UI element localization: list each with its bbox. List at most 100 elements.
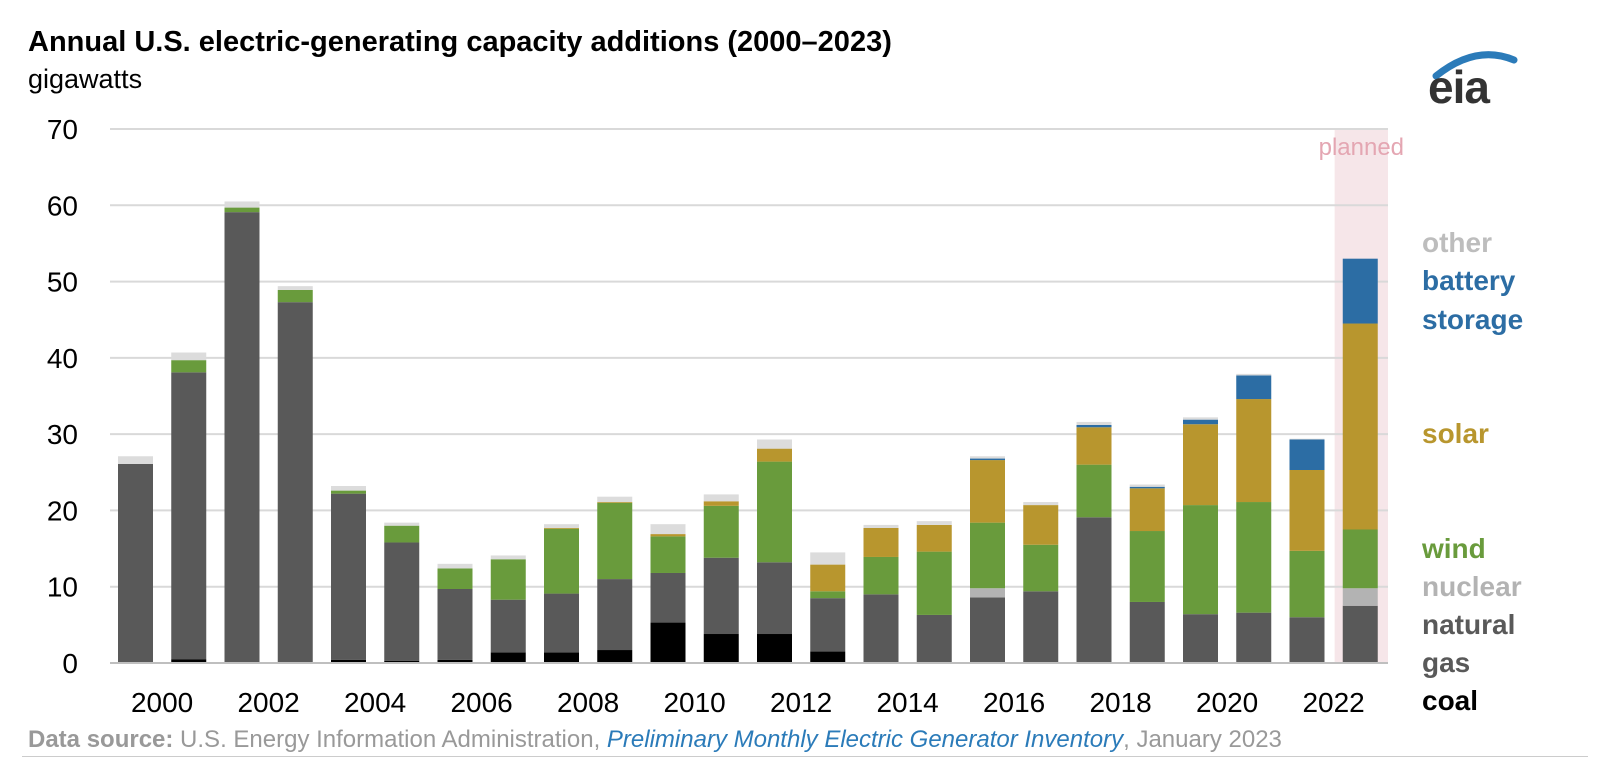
bar-segment-coal-2006 xyxy=(437,659,473,663)
y-tick-label: 60 xyxy=(47,190,78,221)
bar-segment-other-2016 xyxy=(970,456,1005,459)
data-source-link[interactable]: Preliminary Monthly Electric Generator I… xyxy=(606,726,1124,753)
bar-segment-wind-2015 xyxy=(916,551,952,615)
legend-nuclear: nuclear xyxy=(1422,571,1522,602)
y-axis-unit-label: gigawatts xyxy=(28,64,143,94)
bar-segment-wind-2014 xyxy=(863,556,899,595)
y-tick-label: 0 xyxy=(62,648,78,679)
y-tick-label: 70 xyxy=(47,114,78,145)
bar-segment-other-2014 xyxy=(863,524,899,528)
bar-segment-solar-2014 xyxy=(863,527,899,557)
y-tick-label: 50 xyxy=(47,267,78,298)
bar-segment-natural_gas-2002 xyxy=(224,212,260,663)
bar-segment-natural_gas-2004 xyxy=(331,493,366,660)
data-source-label: Data source: xyxy=(28,726,174,753)
bar-segment-natural_gas-2009 xyxy=(597,579,633,651)
x-tick-label: 2008 xyxy=(557,687,619,718)
bar-segment-battery_storage-2021 xyxy=(1236,375,1272,400)
bar-segment-solar-2009 xyxy=(597,502,633,503)
bar-segment-other-2017 xyxy=(1023,502,1059,506)
bar-segment-solar-2022 xyxy=(1289,469,1325,551)
legend-wind: wind xyxy=(1422,533,1486,564)
bar-segment-other-2012 xyxy=(757,439,792,449)
bar-segment-wind-2013 xyxy=(810,591,846,599)
bar-segment-natural_gas-2022 xyxy=(1289,617,1325,663)
x-tick-label: 2018 xyxy=(1089,687,1151,718)
bar-segment-other-2004 xyxy=(331,486,366,491)
bar-segment-other-2008 xyxy=(544,524,579,528)
x-tick-label: 2014 xyxy=(876,687,938,718)
bar-segment-other-2005 xyxy=(384,522,420,526)
bar-segment-wind-2003 xyxy=(277,289,313,303)
chart-title: Annual U.S. electric-generating capacity… xyxy=(28,26,892,58)
bar-segment-natural_gas-2000 xyxy=(118,463,153,663)
bar-segment-natural_gas-2019 xyxy=(1129,601,1165,663)
bar-segment-natural_gas-2007 xyxy=(490,599,526,653)
bar-segment-wind-2005 xyxy=(384,525,420,543)
bar-segment-wind-2010 xyxy=(650,536,686,573)
bar-segment-battery_storage-2023 xyxy=(1342,258,1378,324)
bar-segment-natural_gas-2013 xyxy=(810,598,846,652)
bar-segment-wind-2018 xyxy=(1076,464,1112,518)
bar-segment-solar-2010 xyxy=(650,534,686,537)
bar-segment-natural_gas-2010 xyxy=(650,572,686,623)
bar-segment-wind-2009 xyxy=(597,502,633,580)
y-tick-label: 30 xyxy=(47,419,78,450)
planned-label: planned xyxy=(1319,134,1404,161)
eia-logo: eia xyxy=(1428,46,1528,116)
bar-segment-solar-2019 xyxy=(1129,488,1165,532)
y-tick-label: 40 xyxy=(47,343,78,374)
x-tick-label: 2022 xyxy=(1302,687,1364,718)
bar-segment-coal-2008 xyxy=(544,652,579,663)
bar-segment-wind-2001 xyxy=(171,360,207,373)
x-tick-label: 2000 xyxy=(131,687,193,718)
bar-segment-natural_gas-2016 xyxy=(970,597,1005,663)
x-tick-label: 2016 xyxy=(983,687,1045,718)
bar-segment-natural_gas-2021 xyxy=(1236,612,1272,663)
bar-segment-wind-2023 xyxy=(1342,529,1378,589)
bar-segment-other-2013 xyxy=(810,552,846,565)
data-source-date: , January 2023 xyxy=(1123,726,1282,753)
bar-segment-other-2011 xyxy=(703,494,739,502)
x-tick-label: 2006 xyxy=(450,687,512,718)
bar-segment-solar-2008 xyxy=(544,527,579,529)
bar-segment-coal-2009 xyxy=(597,650,633,663)
x-tick-label: 2004 xyxy=(344,687,406,718)
x-tick-label: 2012 xyxy=(770,687,832,718)
bar-segment-natural_gas-2018 xyxy=(1076,517,1112,663)
bar-segment-coal-2011 xyxy=(703,634,739,663)
bar-segment-natural_gas-2001 xyxy=(171,372,207,660)
bar-segment-solar-2018 xyxy=(1076,427,1112,465)
x-tick-label: 2020 xyxy=(1196,687,1258,718)
legend-other: other xyxy=(1422,227,1492,258)
bar-segment-wind-2012 xyxy=(757,461,792,563)
footer-divider xyxy=(22,756,1588,757)
bar-segment-other-2021 xyxy=(1236,373,1272,376)
bar-segment-solar-2016 xyxy=(970,460,1005,523)
bar-segment-other-2019 xyxy=(1129,484,1165,487)
bar-segment-nuclear-2016 xyxy=(970,588,1005,598)
bar-segment-wind-2016 xyxy=(970,522,1005,589)
bar-segment-coal-2004 xyxy=(331,659,366,663)
bar-segment-natural_gas-2023 xyxy=(1342,605,1378,663)
data-source-org: U.S. Energy Information Administration, xyxy=(173,726,607,753)
bar-segment-wind-2019 xyxy=(1129,531,1165,602)
bar-segment-battery_storage-2018 xyxy=(1076,424,1112,428)
bar-segment-solar-2011 xyxy=(703,501,739,506)
bar-segment-solar-2021 xyxy=(1236,399,1272,503)
bar-segment-other-2001 xyxy=(171,352,207,361)
bar-segment-wind-2007 xyxy=(490,559,526,600)
bar-segment-wind-2020 xyxy=(1183,505,1218,615)
x-tick-label: 2002 xyxy=(237,687,299,718)
legend-natural-gas-line1: natural xyxy=(1422,609,1516,640)
bar-segment-wind-2004 xyxy=(331,490,366,494)
bar-segment-battery_storage-2020 xyxy=(1183,419,1218,425)
bar-segment-other-2009 xyxy=(597,496,633,503)
bar-segment-battery_storage-2022 xyxy=(1289,439,1325,470)
bar-segment-wind-2022 xyxy=(1289,550,1325,618)
legend-battery-storage-line2: storage xyxy=(1422,304,1524,335)
bar-segment-wind-2006 xyxy=(437,568,473,590)
bar-segment-solar-2023 xyxy=(1342,323,1378,530)
bar-segment-wind-2021 xyxy=(1236,502,1272,613)
